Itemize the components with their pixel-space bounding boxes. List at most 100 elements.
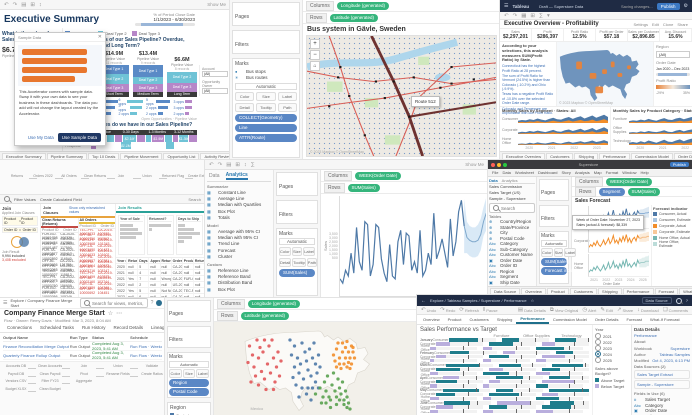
search-input[interactable]	[501, 205, 531, 211]
menu-item[interactable]: Analysis	[574, 170, 590, 175]
flow-node[interactable]: Clean Returns	[83, 174, 115, 179]
marks-button[interactable]: Size	[553, 248, 564, 257]
favorite-star-icon[interactable]: ☆	[107, 311, 114, 317]
marks-button[interactable]: Label	[564, 248, 577, 257]
sheet-tab[interactable]: Activity Review	[200, 153, 230, 159]
sheet-tab[interactable]: Performance	[622, 288, 654, 294]
mismatched-value-row[interactable]: FUR-FU-10003664 CA-2019-102673	[79, 260, 113, 269]
performance-row[interactable]: Home Office	[420, 369, 589, 377]
pages-card[interactable]: Pages	[232, 2, 300, 26]
analytics-pane-tab[interactable]: Analytics	[501, 178, 518, 183]
pipeline-column[interactable]: $14.9M Pipeline Value 11 records Deal Type…	[99, 51, 129, 97]
columns-shelf[interactable]: Columns WEEK(Order Date)	[572, 176, 692, 187]
sheet-tab[interactable]: What-If Forecast	[679, 288, 692, 294]
columns-pill[interactable]: Longitude (generated)	[247, 299, 301, 308]
analytics-pane-tab[interactable]: Analytics	[225, 172, 248, 180]
analytics-item[interactable]: ▦ Box Plot	[207, 286, 235, 292]
forecast-chart-home-office[interactable]	[588, 254, 649, 278]
mismatched-value-row[interactable]: TEC-AC-10004633 CA-2019-101602	[79, 249, 113, 258]
sheet-tab[interactable]: Customers	[569, 288, 598, 294]
area-chart-corporate[interactable]	[518, 125, 608, 134]
marks-button[interactable]: Path	[277, 102, 297, 112]
legend-item[interactable]: Corporate, Estimate	[653, 229, 691, 235]
lineage-node[interactable]: Filter FY23	[37, 379, 70, 384]
marks-button[interactable]: Tooltip	[256, 102, 276, 112]
field-item[interactable]: Abc Segment	[489, 274, 519, 280]
year-radio[interactable]: 2022	[595, 339, 629, 345]
lineage-node[interactable]: Vendors CSV	[3, 379, 36, 384]
global-search[interactable]	[79, 298, 148, 308]
mark-pill[interactable]: Line	[235, 123, 297, 132]
data-source-item[interactable]: Sales Commission	[489, 184, 523, 189]
redo-icon[interactable]: ↷	[12, 1, 18, 8]
menu-item[interactable]: Story	[561, 170, 571, 175]
mark-type-dropdown[interactable]: Automatic	[235, 82, 297, 90]
toolbar-button[interactable]: ↗ Share	[616, 307, 634, 313]
pages-card[interactable]: Pages	[167, 300, 211, 322]
value-row[interactable]: OFF-BI-10003656 CA-2021-121755	[42, 258, 75, 267]
performance-row[interactable]: Corporate	[420, 354, 589, 359]
filters-card[interactable]: Filters	[539, 205, 569, 227]
performance-row[interactable]: Corporate	[420, 341, 589, 347]
insight-bullet[interactable]: Texas has a negative Profit Ratio of -10…	[502, 92, 554, 106]
analytics-item[interactable]: ▦ Totals	[207, 215, 230, 221]
marks-button[interactable]: Color	[541, 248, 553, 257]
favorite-star-icon[interactable]: ☆	[530, 298, 535, 303]
analytics-item[interactable]: ▦ Median with Quartiles	[207, 202, 262, 208]
mark-type-dropdown[interactable]: Automatic	[169, 361, 209, 368]
year-radio[interactable]: 2021	[595, 333, 629, 339]
analytics-item[interactable]: ▦ Average with 95% CI	[207, 228, 260, 234]
minimize-window-button[interactable]	[497, 162, 501, 167]
mark-pill[interactable]: Forecast indicator	[541, 267, 581, 275]
legend-item[interactable]: Home Office, Estimate	[653, 240, 691, 248]
field-item[interactable]: # Sales Target	[634, 397, 670, 403]
flow-node[interactable]: Returns	[4, 175, 37, 179]
mismatched-value-row[interactable]: FUR-CH-10003968 CA-2019-101343	[79, 238, 113, 247]
columns-pill[interactable]: WEEK(Order Date)	[605, 177, 653, 186]
lineage-node[interactable]: Budget XLSX	[3, 387, 36, 391]
breadcrumb[interactable]: Explore / Tableau Samples / Superstore /…	[430, 298, 527, 303]
avatar[interactable]	[156, 300, 162, 306]
legend-item[interactable]: Consumer, Actual	[653, 211, 691, 217]
value-row[interactable]: TEC-AC-10003027 CA-2022-115812	[42, 269, 76, 278]
view-tab[interactable]: Performance	[516, 315, 549, 324]
view-tab[interactable]: Overview	[423, 317, 440, 322]
sheet-tab[interactable]: Pipeline Summary	[46, 153, 88, 159]
lineage-node[interactable]: Accounts DB	[3, 364, 36, 369]
dashboard-filter[interactable]: Account (All)	[202, 67, 228, 77]
marks-button[interactable]: Size	[182, 369, 196, 378]
sheet-tab[interactable]: Product	[546, 288, 569, 294]
pipeline-column[interactable]: $6.6M Pipeline Value 8 records Deal Type 2…	[167, 51, 197, 97]
flow-node[interactable]: Returned Flag	[161, 174, 193, 179]
analytics-item[interactable]: ▦ Distribution Band	[207, 280, 253, 286]
value-row[interactable]: FUR-BO-10001798 CA-2020-106320	[42, 233, 76, 240]
toolbar-button[interactable]: ↷ Redo	[440, 307, 456, 313]
mark-layer[interactable]: ● Bus stops	[235, 68, 266, 74]
pipeline-column[interactable]: $13.4M Pipeline Value 9 records Deal Type …	[133, 51, 163, 97]
view-tab[interactable]: Order Details	[594, 317, 619, 322]
publish-button[interactable]: Publish	[656, 2, 680, 10]
field-item[interactable]: ▣ Ship Date	[489, 279, 520, 285]
filters-card[interactable]: Filters	[167, 326, 211, 348]
toolbar-button[interactable]: ↶ Undo	[421, 307, 437, 313]
analytics-item[interactable]: ▦ Cluster	[207, 254, 233, 260]
marks-button[interactable]: Label	[196, 369, 210, 378]
columns-shelf[interactable]: Columns Longitude (generated)	[303, 0, 500, 12]
join-clause[interactable]: Order ID = Order ID	[2, 227, 38, 233]
view-tab[interactable]: What-If Forecast	[650, 317, 680, 322]
sheet-tab[interactable]: Forecast	[654, 288, 679, 294]
menu-item[interactable]: Worksheet	[514, 170, 534, 175]
area-chart-technology[interactable]	[629, 136, 692, 145]
field-item[interactable]: Abc Sub-Category	[489, 246, 528, 252]
field-item[interactable]: ⊕ Country/Region	[489, 219, 532, 225]
field-item[interactable]: ⊕ Postal Code	[489, 235, 525, 241]
lineage-node[interactable]: Create Ratios	[141, 371, 163, 376]
data-source-item[interactable]: Sample - Superstore	[489, 196, 526, 201]
mark-layer[interactable]: ✳ Bus routes	[235, 75, 268, 81]
legend-item[interactable]: Deal Type 3	[131, 30, 160, 36]
value-row[interactable]: TEC-PH-10002275 CA-2022-118038	[42, 274, 76, 283]
